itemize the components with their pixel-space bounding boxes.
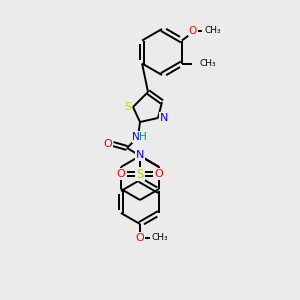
- Text: H: H: [139, 132, 147, 142]
- Text: CH₃: CH₃: [205, 26, 221, 35]
- Text: N: N: [136, 150, 144, 160]
- Text: N: N: [132, 132, 140, 142]
- Text: O: O: [189, 26, 197, 35]
- Text: S: S: [124, 102, 132, 112]
- Text: O: O: [103, 139, 112, 149]
- Text: S: S: [136, 167, 144, 181]
- Text: CH₃: CH₃: [152, 233, 169, 242]
- Text: O: O: [117, 169, 125, 179]
- Text: O: O: [136, 233, 144, 243]
- Text: O: O: [154, 169, 164, 179]
- Text: CH₃: CH₃: [200, 59, 217, 68]
- Text: N: N: [160, 113, 168, 123]
